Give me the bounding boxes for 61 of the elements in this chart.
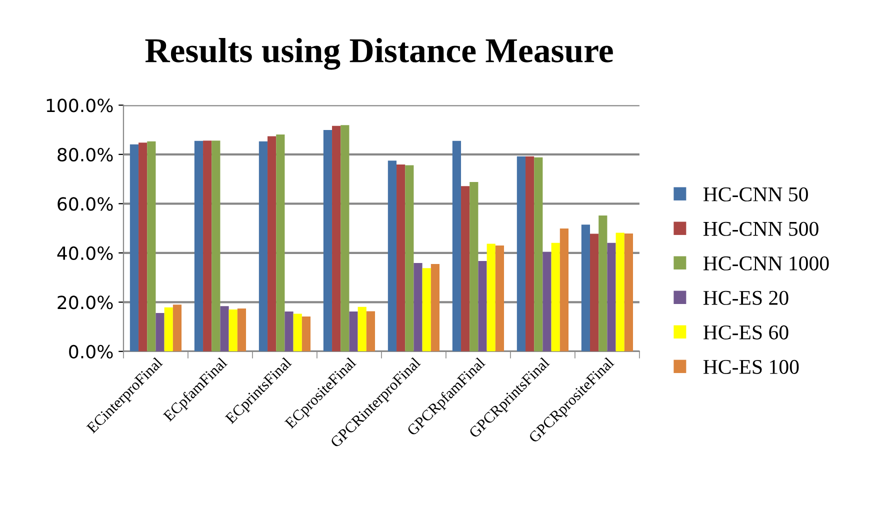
bar <box>624 233 633 352</box>
bar <box>258 141 268 352</box>
bar <box>405 165 414 352</box>
bar <box>164 307 173 352</box>
bar <box>212 140 220 352</box>
bar <box>560 228 569 352</box>
chart-title: Results using Distance Measure <box>145 38 613 70</box>
y-tick-label: 100.0% <box>46 98 113 112</box>
bar <box>616 232 624 352</box>
bar <box>598 215 608 352</box>
y-tick-label: 60.0% <box>58 197 113 211</box>
bar <box>172 304 182 352</box>
bar <box>461 186 470 352</box>
bar <box>194 140 204 352</box>
bar <box>590 234 599 352</box>
bar <box>302 316 311 352</box>
bar <box>581 224 590 352</box>
bar <box>486 244 496 352</box>
bar <box>156 312 164 352</box>
bar <box>276 134 285 352</box>
bar <box>607 242 616 352</box>
bar <box>470 182 478 352</box>
bar <box>526 156 534 352</box>
y-tick-label: 20.0% <box>58 296 113 310</box>
legend-label: HC-ES 20 <box>703 290 788 305</box>
bar <box>495 246 504 352</box>
bar <box>228 310 238 352</box>
bar <box>323 130 332 352</box>
bar <box>542 252 552 352</box>
bar <box>237 308 246 352</box>
bar <box>268 136 276 352</box>
y-tick-label: 0.0% <box>69 344 113 359</box>
legend-label: HC-CNN 500 <box>703 222 818 236</box>
legend-label: HC-ES 100 <box>703 360 799 374</box>
bar <box>284 312 294 352</box>
legend-label: HC-CNN 50 <box>703 187 808 202</box>
bar <box>388 160 397 352</box>
bar <box>422 268 431 352</box>
legend-label: HC-CNN 1000 <box>703 256 829 270</box>
bar <box>452 140 462 352</box>
bar <box>358 306 366 352</box>
bar <box>534 157 543 352</box>
bar <box>516 156 526 352</box>
bar <box>349 312 358 352</box>
y-tick-label: 80.0% <box>58 148 113 162</box>
bar <box>138 142 148 352</box>
bar <box>203 140 212 352</box>
bar <box>147 141 156 352</box>
bar <box>293 314 302 352</box>
bar <box>366 311 376 352</box>
bar <box>130 144 139 352</box>
bar <box>332 126 341 352</box>
bar <box>430 264 440 352</box>
bar <box>220 306 229 352</box>
bar <box>396 164 406 352</box>
bar <box>340 125 350 352</box>
bar <box>414 263 422 352</box>
bar <box>478 261 487 352</box>
y-tick-label: 40.0% <box>57 246 113 260</box>
legend-label: HC-ES 60 <box>703 325 788 340</box>
bar <box>551 242 560 352</box>
